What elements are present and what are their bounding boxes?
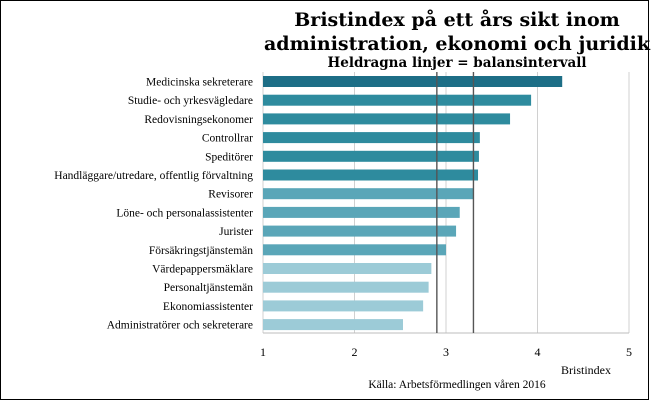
x-axis-label: Bristindex [561, 363, 611, 377]
bar-10 [263, 263, 432, 274]
x-tick-label-2: 3 [443, 345, 449, 359]
category-label-2: Redovisningsekonomer [144, 114, 253, 126]
bar-11 [263, 281, 429, 293]
category-label-8: Jurister [219, 226, 253, 238]
category-label-5: Handläggare/utredare, offentlig förvaltn… [54, 170, 253, 182]
bar-6 [263, 188, 474, 200]
category-label-7: Löne- och personalassistenter [116, 207, 253, 219]
category-label-13: Administratörer och sekreterare [107, 320, 253, 332]
x-tick-label-4: 5 [626, 345, 632, 359]
bar-5 [263, 169, 479, 181]
category-label-4: Speditörer [205, 151, 253, 163]
bar-2 [263, 113, 511, 125]
bar-8 [263, 225, 457, 237]
chart-subtitle: Heldragna linjer = balansintervall [327, 55, 587, 71]
bar-1 [263, 94, 532, 106]
chart-title-line-1: Bristindex på ett års sikt inom [294, 9, 620, 31]
bar-7 [263, 206, 460, 218]
category-label-12: Ekonomiassistenter [163, 301, 253, 313]
category-label-3: Controllrar [202, 133, 253, 145]
category-label-1: Studie- och yrkesvägledare [128, 95, 253, 107]
bar-9 [263, 244, 446, 256]
bar-13 [263, 319, 403, 331]
category-label-9: Försäkringstjänstemän [149, 245, 253, 257]
x-tick-label-0: 1 [260, 345, 266, 359]
bar-12 [263, 300, 424, 312]
chart-title-line-2: administration, ekonomi och juridik [263, 33, 651, 55]
bar-3 [263, 132, 480, 144]
bar-0 [263, 76, 563, 87]
category-label-0: Medicinska sekreterare [146, 77, 253, 89]
x-tick-label-1: 2 [352, 345, 358, 359]
category-label-10: Värdepappersmäklare [152, 264, 253, 276]
source-note: Källa: Arbetsförmedlingen våren 2016 [368, 379, 546, 391]
category-label-6: Revisorer [208, 189, 253, 201]
bar-4 [263, 150, 479, 162]
x-tick-label-3: 4 [535, 345, 541, 359]
category-label-11: Personaltjänstemän [164, 282, 254, 294]
